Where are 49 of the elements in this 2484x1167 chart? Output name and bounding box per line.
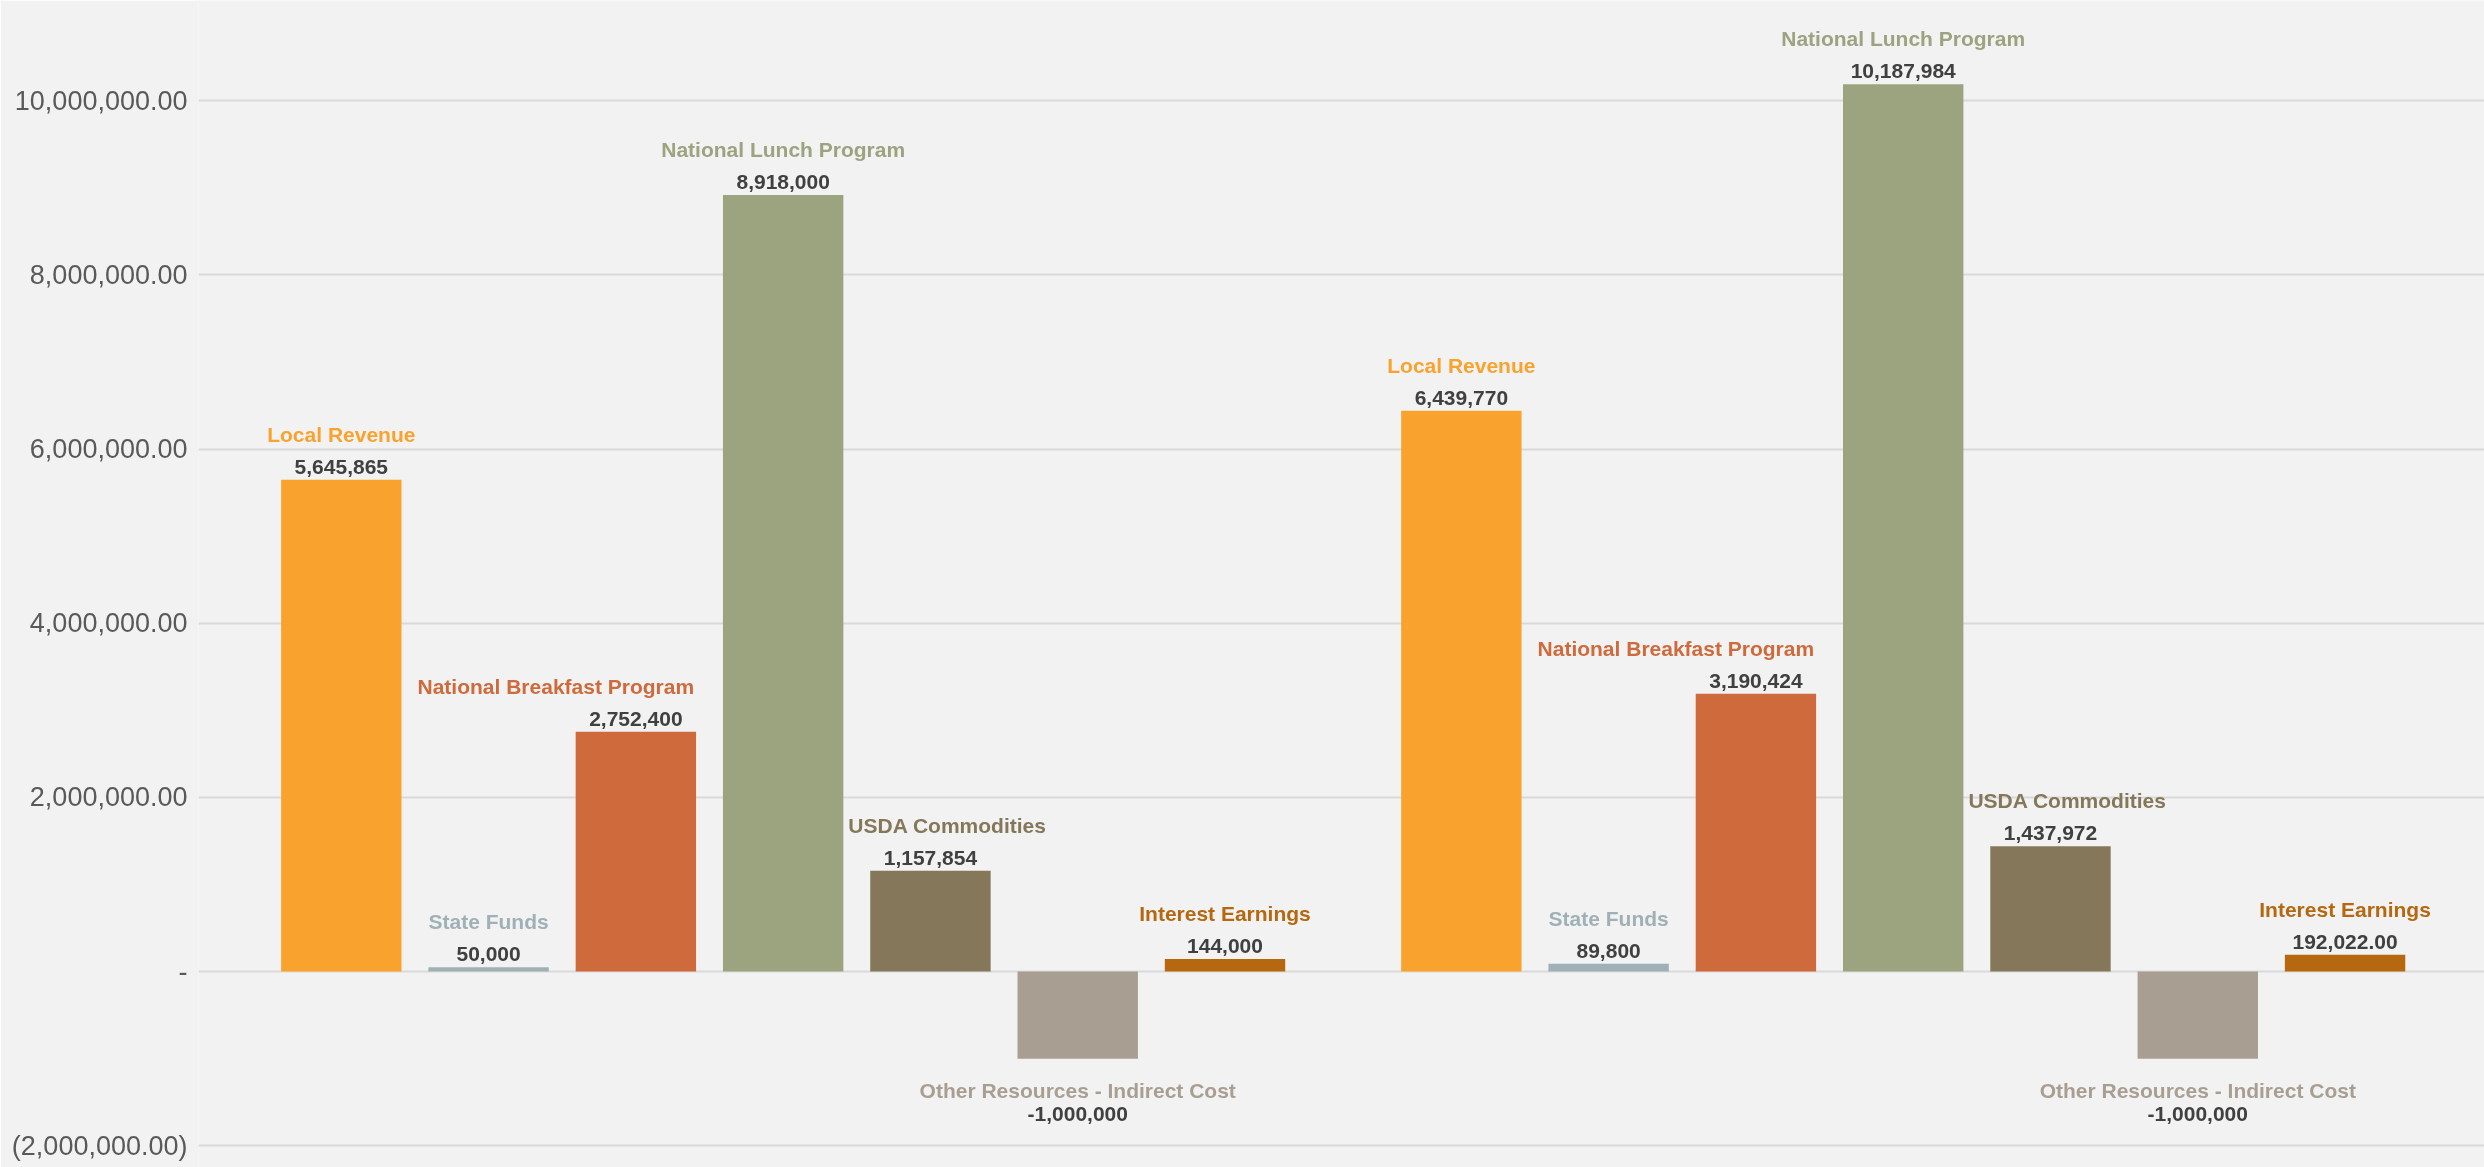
bar (1401, 410, 1522, 972)
data-label: -1,000,000 (2147, 1101, 2248, 1125)
data-label: 89,800 (1576, 938, 1641, 962)
data-label: 10,187,984 (1850, 59, 1957, 83)
data-label: 1,437,972 (2003, 821, 2098, 845)
data-label: 1,157,854 (883, 845, 978, 869)
y-tick-label: 10,000,000.00 (14, 85, 188, 116)
data-label: 8,918,000 (736, 169, 830, 193)
bar (428, 967, 549, 972)
text: National Breakfast Program (1537, 636, 1815, 660)
series-label: State Funds (428, 910, 549, 934)
data-label: 2,752,400 (589, 706, 683, 730)
data-label: -1,000,000 (1027, 1101, 1128, 1125)
data-label: 3,190,424 (1709, 668, 1803, 692)
bar (870, 870, 991, 972)
text: National Lunch Program (661, 137, 906, 161)
bar (575, 731, 697, 972)
text: Other Resources - Indirect Cost (2039, 1078, 2356, 1102)
bar (1017, 971, 1138, 1059)
text: Interest Earnings (1139, 902, 1311, 926)
text: Local Revenue (1387, 353, 1536, 377)
y-tick-label: - (178, 956, 188, 987)
bar (281, 479, 402, 972)
bar (1990, 846, 2111, 972)
y-tick-label: 4,000,000.00 (29, 608, 188, 639)
y-tick-label: (2,000,000.00) (11, 1130, 188, 1161)
y-tick-label: 6,000,000.00 (29, 434, 188, 465)
text: Interest Earnings (2259, 897, 2431, 921)
bar (1843, 84, 1964, 972)
bar (1695, 693, 1817, 972)
data-label: 6,439,770 (1414, 385, 1509, 409)
bar (1164, 959, 1286, 972)
data-label: 5,645,865 (294, 454, 389, 478)
series-label: USDA Commodities (1968, 789, 2166, 813)
series-label: Local Revenue (267, 422, 416, 446)
series-label: Other Resources - Indirect Cost (919, 1078, 1236, 1102)
text: National Lunch Program (1781, 27, 2026, 51)
data-label: 192,022.00 (2292, 929, 2398, 953)
bar (722, 194, 844, 972)
y-tick-label: 8,000,000.00 (29, 259, 188, 290)
bar (1548, 963, 1669, 972)
data-label: 50,000 (456, 942, 521, 966)
text: State Funds (1548, 906, 1669, 930)
y-tick-label: 2,000,000.00 (29, 782, 188, 813)
text: USDA Commodities (848, 813, 1046, 837)
bar (2284, 954, 2406, 972)
bar (2137, 971, 2258, 1059)
data-label: 144,000 (1187, 934, 1263, 958)
series-label: National Breakfast Program (417, 674, 695, 698)
